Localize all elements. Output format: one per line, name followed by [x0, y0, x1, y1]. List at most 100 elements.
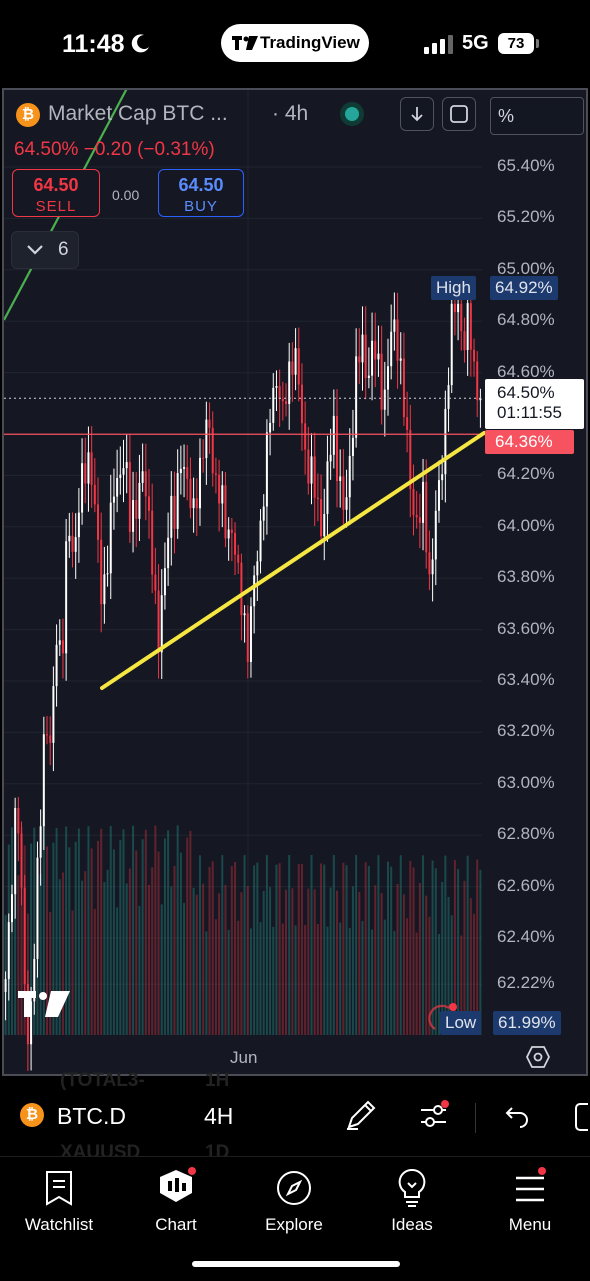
candle-body: [434, 510, 437, 560]
candle-body: [415, 515, 418, 518]
candle-body: [90, 452, 93, 485]
volume-bar: [460, 935, 463, 1035]
scale-percent-field[interactable]: %: [490, 97, 584, 135]
candle-body: [112, 496, 115, 503]
chevron-down-icon: [27, 245, 43, 255]
candle-body: [473, 349, 476, 362]
candle-body: [243, 613, 246, 616]
candle-body: [453, 303, 456, 313]
candle-body: [154, 574, 157, 591]
candle-body: [163, 568, 166, 596]
symbol-button[interactable]: BTC.D: [57, 1103, 126, 1129]
candle-body: [46, 734, 49, 736]
volume-bar: [371, 929, 374, 1035]
candle-body: [304, 423, 307, 450]
candle-body: [272, 387, 275, 423]
nav-chart[interactable]: Chart: [121, 1165, 231, 1235]
volume-bar: [173, 865, 176, 1035]
indicators-icon[interactable]: [418, 1100, 452, 1132]
interval-label[interactable]: · 4h: [272, 102, 309, 125]
candle-body: [278, 385, 281, 399]
more-tools-icon[interactable]: [574, 1102, 590, 1132]
sell-button[interactable]: 64.50 SELL: [12, 169, 100, 217]
volume-bar: [355, 855, 358, 1035]
buy-button[interactable]: 64.50 BUY: [158, 169, 244, 217]
y-axis-tick-label: 64.80%: [497, 310, 555, 330]
volume-bar: [425, 895, 428, 1035]
bitcoin-icon: ₿: [16, 103, 40, 127]
volume-bar: [205, 931, 208, 1035]
volume-bar: [46, 846, 49, 1035]
volume-bar: [386, 861, 389, 1035]
candle-body: [383, 389, 386, 410]
bitcoin-icon: ₿: [20, 1103, 44, 1127]
candle-body: [412, 489, 415, 516]
volume-bar: [444, 855, 447, 1035]
candle-body: [68, 535, 71, 542]
undo-icon[interactable]: [504, 1104, 530, 1128]
nav-explore[interactable]: Explore: [239, 1165, 349, 1235]
chart-area[interactable]: ₿ Market Cap BTC ... · 4h % 64.50% −0.20…: [2, 88, 588, 1076]
y-axis-tick-label: 63.60%: [497, 618, 555, 638]
spread-value: 0.00: [112, 187, 140, 203]
candle-body: [74, 537, 77, 552]
pencil-icon[interactable]: [344, 1098, 378, 1132]
nav-watchlist[interactable]: Watchlist: [4, 1165, 114, 1235]
fullscreen-button[interactable]: [442, 97, 476, 131]
indicators-toggle[interactable]: 6: [11, 231, 79, 269]
volume-bar: [116, 907, 119, 1035]
tradingview-logo-icon: [232, 36, 258, 50]
volume-bar: [307, 888, 310, 1035]
candle-body: [230, 529, 233, 533]
volume-bar: [418, 882, 421, 1035]
volume-bar: [125, 883, 128, 1035]
volume-bar: [377, 855, 380, 1035]
candle-body: [386, 366, 389, 390]
home-indicator: [192, 1261, 400, 1267]
candle-body: [109, 502, 112, 574]
candle-body: [202, 457, 205, 459]
volume-bar: [428, 916, 431, 1035]
candle-body: [431, 559, 434, 575]
symbol-name[interactable]: Market Cap BTC ...: [48, 102, 228, 125]
volume-bar: [230, 866, 233, 1035]
candle-body: [377, 353, 380, 360]
volume-bar: [49, 911, 52, 1035]
volume-bar: [281, 923, 284, 1035]
candle-body: [144, 471, 147, 497]
candle-body: [119, 474, 122, 478]
status-time: 11:48: [62, 30, 125, 58]
y-axis-tick-label: 62.80%: [497, 824, 555, 844]
download-button[interactable]: [400, 97, 434, 131]
nav-label-watchlist: Watchlist: [24, 1215, 94, 1234]
chart-canvas[interactable]: [4, 90, 586, 1074]
nav-label-menu: Menu: [508, 1215, 552, 1234]
candle-body: [77, 512, 80, 538]
candle-body: [262, 506, 265, 521]
candle-body: [409, 429, 412, 490]
candle-body: [186, 467, 189, 479]
bottom-nav: Watchlist Chart Explore Ideas Menu: [0, 1156, 590, 1281]
alert-ring-icon[interactable]: [427, 1002, 457, 1032]
volume-bar: [224, 884, 227, 1035]
interval-button[interactable]: 4H: [204, 1103, 234, 1129]
volume-bar: [374, 885, 377, 1035]
nav-ideas[interactable]: Ideas: [357, 1165, 467, 1235]
chart-settings-icon[interactable]: [526, 1046, 550, 1068]
nav-menu[interactable]: Menu: [475, 1165, 585, 1235]
tradingview-pill[interactable]: TradingView: [221, 24, 369, 62]
battery-icon: 73: [498, 33, 534, 54]
candle-body: [84, 463, 87, 484]
candle-body: [81, 463, 84, 513]
candle-body: [183, 467, 186, 469]
candle-body: [332, 415, 335, 455]
candle-body: [173, 495, 176, 529]
candle-body: [205, 419, 208, 459]
candle-body: [49, 735, 52, 743]
y-axis-tick-label: 63.00%: [497, 772, 555, 792]
indicators-count: 6: [58, 239, 69, 260]
y-axis-tick-label: 62.60%: [497, 875, 555, 895]
volume-bar: [208, 866, 211, 1035]
volume-bar: [447, 896, 450, 1035]
candle-body: [237, 554, 240, 563]
